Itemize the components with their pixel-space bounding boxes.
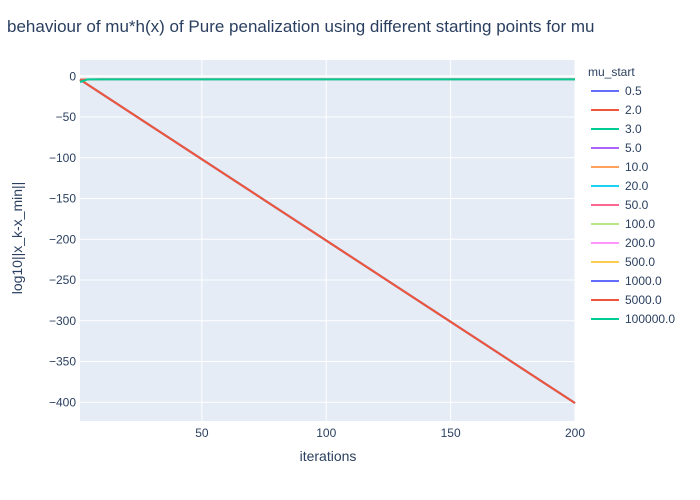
legend-item-label[interactable]: 3.0	[625, 122, 642, 136]
legend: mu_start 0.5 2.0 3.0 5.0 10.0 20.0 50.0 100.0 20…	[588, 65, 675, 326]
x-tick-label: 100	[316, 426, 336, 440]
y-tick-label: −50	[56, 110, 77, 124]
series-lines	[79, 78, 576, 404]
y-tick-labels: 0 −50 −100 −150 −200 −250 −300 −350 −400	[49, 69, 76, 409]
x-tick-labels: 50 100 150 200	[195, 426, 585, 440]
y-axis-title: log10||x_k-x_min||	[9, 182, 25, 295]
legend-item-label[interactable]: 0.5	[625, 84, 642, 98]
x-tick-label: 50	[195, 426, 209, 440]
legend-item-label[interactable]: 500.0	[625, 255, 655, 269]
legend-item-label[interactable]: 2.0	[625, 103, 642, 117]
legend-item-label[interactable]: 50.0	[625, 198, 649, 212]
y-tick-label: −200	[49, 232, 76, 246]
legend-title: mu_start	[588, 65, 635, 79]
y-tick-label: −150	[49, 192, 76, 206]
series-line	[79, 78, 576, 404]
legend-item-label[interactable]: 20.0	[625, 179, 649, 193]
y-tick-label: 0	[69, 69, 76, 83]
x-tick-label: 200	[565, 426, 585, 440]
legend-item-label[interactable]: 200.0	[625, 236, 655, 250]
y-tick-label: −350	[49, 355, 76, 369]
legend-item-label[interactable]: 100.0	[625, 217, 655, 231]
x-tick-label: 150	[441, 426, 461, 440]
legend-item-label[interactable]: 5.0	[625, 141, 642, 155]
y-tick-label: −400	[49, 395, 76, 409]
x-axis-title: iterations	[300, 448, 357, 464]
legend-item-label[interactable]: 5000.0	[625, 293, 662, 307]
legend-item-label[interactable]: 10.0	[625, 160, 649, 174]
series-line	[79, 78, 575, 83]
y-tick-label: −300	[49, 314, 76, 328]
chart-title: behaviour of mu*h(x) of Pure penalizatio…	[7, 17, 594, 36]
legend-item-label[interactable]: 100000.0	[625, 312, 675, 326]
y-tick-label: −100	[49, 151, 76, 165]
y-tick-label: −250	[49, 273, 76, 287]
legend-item-label[interactable]: 1000.0	[625, 274, 662, 288]
